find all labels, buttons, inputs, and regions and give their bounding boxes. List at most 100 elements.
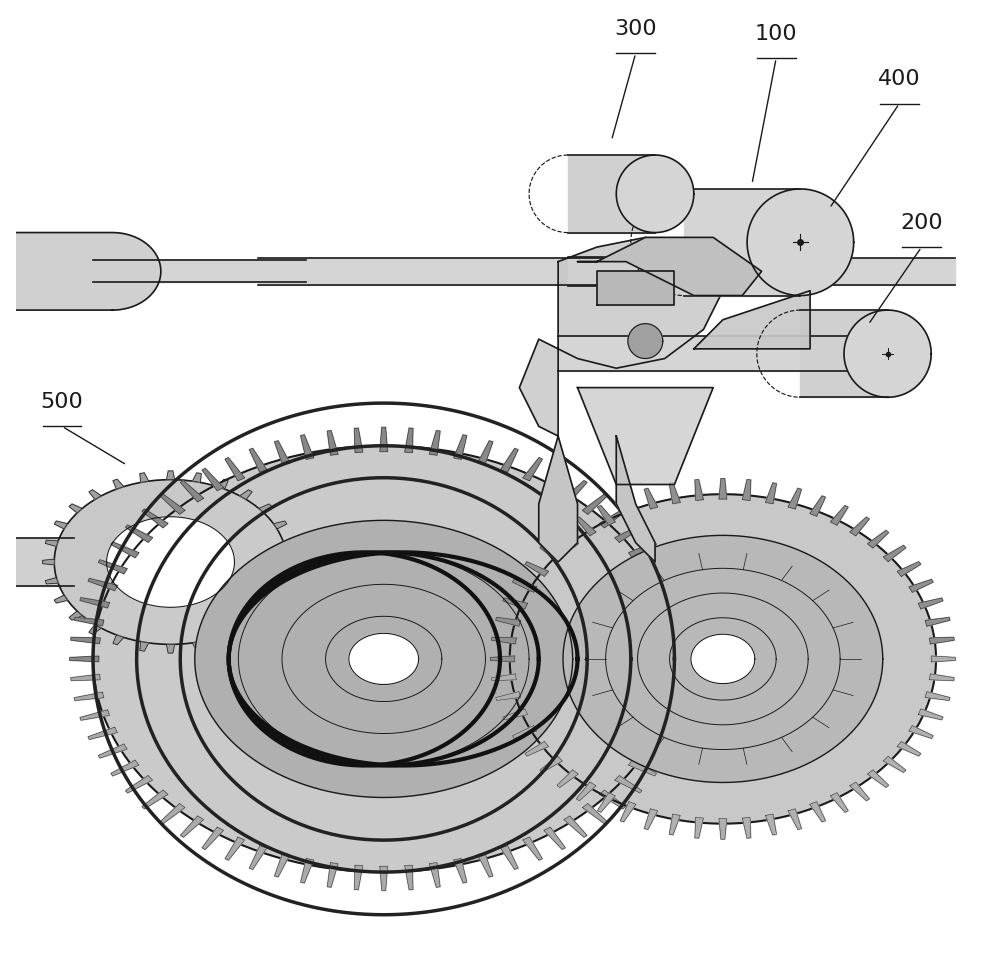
Polygon shape <box>629 542 657 558</box>
Polygon shape <box>576 782 596 800</box>
Polygon shape <box>195 520 573 797</box>
Polygon shape <box>620 496 636 516</box>
Polygon shape <box>695 818 703 838</box>
Text: 100: 100 <box>755 23 797 44</box>
Polygon shape <box>788 809 802 829</box>
Polygon shape <box>259 611 272 620</box>
Polygon shape <box>883 546 906 562</box>
Polygon shape <box>80 598 110 608</box>
Polygon shape <box>563 536 883 782</box>
Polygon shape <box>54 595 68 603</box>
Polygon shape <box>512 726 537 738</box>
Polygon shape <box>564 481 587 502</box>
Polygon shape <box>719 819 727 839</box>
Polygon shape <box>160 494 185 515</box>
Polygon shape <box>54 480 287 644</box>
Polygon shape <box>327 862 338 888</box>
Polygon shape <box>98 744 127 758</box>
Polygon shape <box>380 866 388 891</box>
Polygon shape <box>503 709 528 720</box>
Polygon shape <box>644 809 658 829</box>
Polygon shape <box>512 579 537 592</box>
Polygon shape <box>664 692 693 701</box>
Polygon shape <box>107 516 234 608</box>
Polygon shape <box>931 656 955 662</box>
Polygon shape <box>667 674 697 680</box>
Polygon shape <box>918 598 943 609</box>
Polygon shape <box>525 562 549 577</box>
Polygon shape <box>897 562 921 577</box>
Polygon shape <box>166 644 175 653</box>
Polygon shape <box>557 530 578 548</box>
Polygon shape <box>640 560 669 574</box>
Polygon shape <box>578 237 762 296</box>
Polygon shape <box>275 853 290 877</box>
Polygon shape <box>615 775 642 793</box>
Polygon shape <box>496 692 521 701</box>
Polygon shape <box>615 525 642 543</box>
Polygon shape <box>478 853 493 877</box>
Polygon shape <box>111 542 139 558</box>
Polygon shape <box>240 489 252 499</box>
Polygon shape <box>249 846 267 869</box>
Polygon shape <box>747 189 854 296</box>
Polygon shape <box>496 617 521 626</box>
Polygon shape <box>192 473 201 483</box>
Polygon shape <box>192 641 201 651</box>
Polygon shape <box>180 481 204 502</box>
Polygon shape <box>616 436 655 562</box>
Polygon shape <box>669 814 680 835</box>
Polygon shape <box>140 641 149 651</box>
Text: 500: 500 <box>41 391 83 412</box>
Polygon shape <box>597 506 615 525</box>
Polygon shape <box>501 449 518 472</box>
Polygon shape <box>576 517 596 536</box>
Polygon shape <box>765 814 777 835</box>
Polygon shape <box>629 760 657 776</box>
Polygon shape <box>217 480 228 489</box>
Polygon shape <box>429 430 440 455</box>
Polygon shape <box>597 793 615 812</box>
Polygon shape <box>644 488 658 509</box>
Polygon shape <box>45 578 58 584</box>
Polygon shape <box>650 578 679 591</box>
Polygon shape <box>454 435 467 459</box>
Polygon shape <box>69 611 82 620</box>
Polygon shape <box>490 656 515 662</box>
Polygon shape <box>510 494 936 824</box>
Polygon shape <box>909 726 933 738</box>
Polygon shape <box>249 449 267 472</box>
Polygon shape <box>523 457 542 481</box>
Polygon shape <box>301 859 314 883</box>
Polygon shape <box>568 257 694 286</box>
Polygon shape <box>113 480 124 489</box>
Polygon shape <box>274 521 287 529</box>
Polygon shape <box>217 635 228 644</box>
Polygon shape <box>225 837 245 860</box>
Text: 200: 200 <box>900 212 943 233</box>
Polygon shape <box>523 837 542 860</box>
Polygon shape <box>667 638 697 643</box>
Polygon shape <box>142 509 168 528</box>
Polygon shape <box>380 427 388 452</box>
Polygon shape <box>582 494 607 515</box>
Polygon shape <box>225 457 245 481</box>
Polygon shape <box>519 237 723 436</box>
Polygon shape <box>69 504 82 513</box>
Polygon shape <box>88 727 117 739</box>
Polygon shape <box>616 155 694 233</box>
Polygon shape <box>909 579 933 592</box>
Polygon shape <box>640 744 669 758</box>
Polygon shape <box>664 617 693 626</box>
Polygon shape <box>274 595 287 603</box>
Polygon shape <box>327 430 338 455</box>
Polygon shape <box>525 741 549 756</box>
Polygon shape <box>43 559 54 565</box>
Polygon shape <box>54 521 68 529</box>
Polygon shape <box>597 271 674 305</box>
Polygon shape <box>929 638 954 644</box>
Polygon shape <box>287 559 298 565</box>
Polygon shape <box>810 801 826 822</box>
Polygon shape <box>544 468 565 490</box>
Polygon shape <box>788 488 802 509</box>
